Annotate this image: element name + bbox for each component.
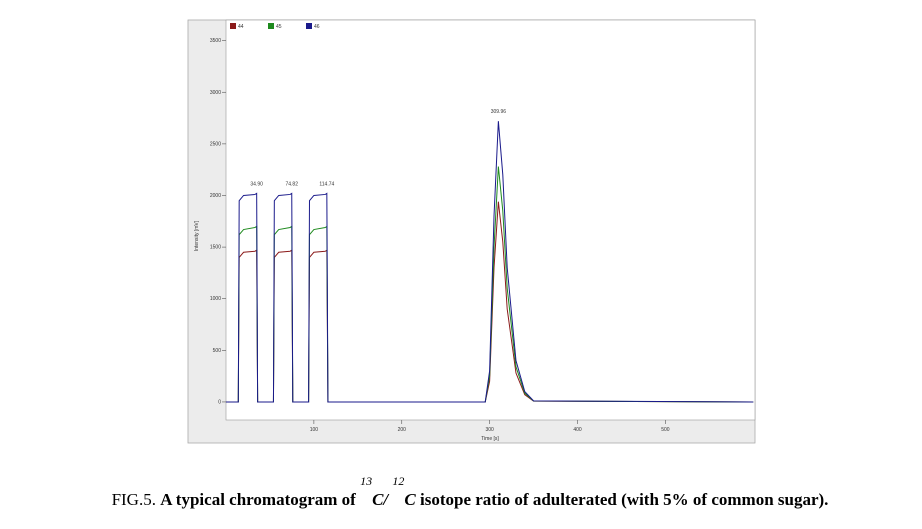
legend-swatch — [230, 23, 236, 29]
peak-label: 34.90 — [250, 181, 263, 187]
series-line — [226, 121, 754, 403]
y-tick-label: 2000 — [210, 193, 221, 199]
y-tick-label: 1500 — [210, 245, 221, 251]
x-tick-label: 200 — [398, 427, 407, 433]
caption: FIG.5. A typical chromatogram of 13C/ 12… — [112, 474, 829, 509]
x-axis-label: Time [s] — [481, 436, 499, 442]
caption-element: C/ — [372, 490, 390, 509]
y-axis-label: Intensity [mV] — [194, 220, 200, 251]
x-tick-label: 300 — [485, 427, 494, 433]
peak-label: 74.82 — [285, 181, 298, 187]
caption-text: A typical chromatogram of — [160, 490, 356, 509]
y-tick-label: 1000 — [210, 296, 221, 302]
caption-label: FIG.5. — [112, 490, 156, 509]
caption-text: isotope ratio of adulterated (with 5% of… — [420, 490, 828, 509]
legend-label: 44 — [238, 24, 244, 30]
caption-sup: 13 — [360, 474, 372, 488]
y-tick-label: 2500 — [210, 141, 221, 147]
peak-label: 309.96 — [491, 109, 507, 115]
caption-sup: 12 — [392, 474, 404, 488]
y-tick-label: 3000 — [210, 90, 221, 96]
peak-label: 114.74 — [319, 181, 334, 187]
legend-swatch — [268, 23, 274, 29]
y-tick-label: 0 — [218, 399, 221, 405]
x-tick-label: 400 — [573, 427, 582, 433]
caption-element: C — [404, 490, 416, 509]
legend-label: 46 — [314, 24, 320, 30]
legend-swatch — [306, 23, 312, 29]
y-tick-label: 500 — [213, 348, 222, 354]
x-tick-label: 500 — [661, 427, 670, 433]
x-tick-label: 100 — [310, 427, 319, 433]
y-tick-label: 3500 — [210, 38, 221, 44]
legend-label: 45 — [276, 24, 282, 30]
